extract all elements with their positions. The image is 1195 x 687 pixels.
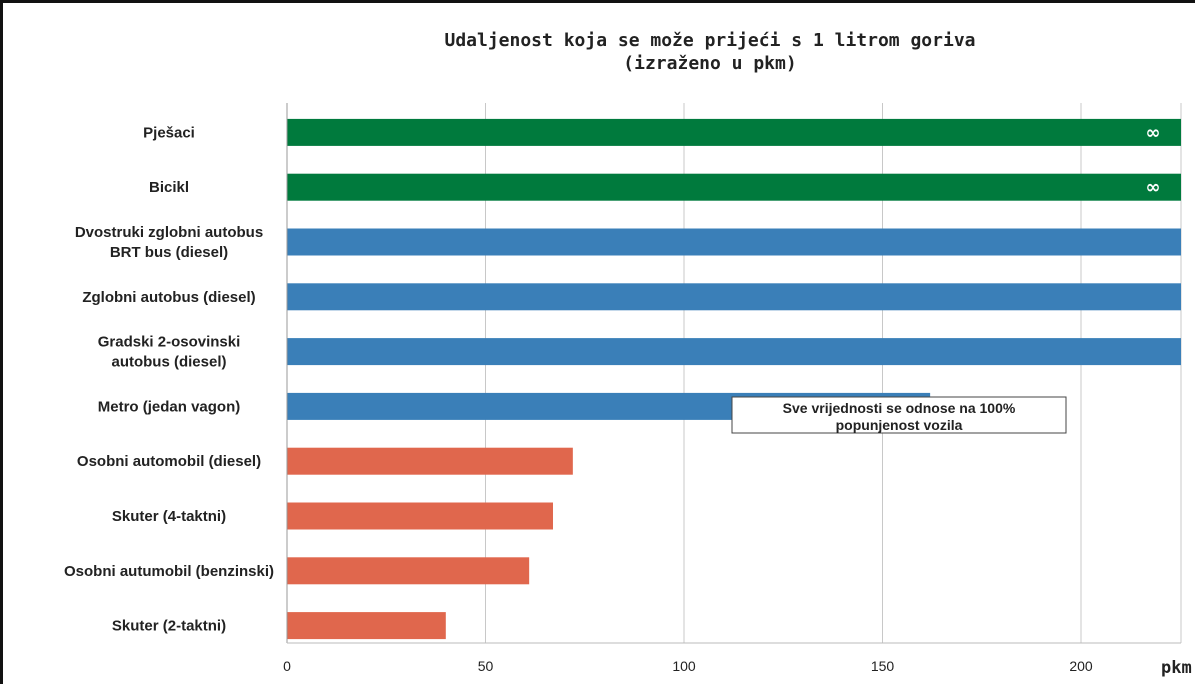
bar [287,502,553,530]
annotation-text: Sve vrijednosti se odnose na 100% [783,400,1016,416]
bar [287,447,573,475]
chart-title-group: Udaljenost koja se može prijeći s 1 litr… [444,30,975,74]
x-tick-label: 150 [871,658,895,674]
category-label: Osobni automobil (diesel) [77,453,261,470]
category-label: Bicikl [149,179,189,196]
category-labels: Pješaci Bicikl Dvostruki zglobni autobus BR… [64,124,274,634]
category-label: autobus (diesel) [111,354,226,371]
bar [287,173,1181,201]
category-label: Osobni autumobil (benzinski) [64,563,274,580]
infinity-data-label: ∞ [1146,122,1161,143]
category-label: Pješaci [143,124,195,141]
x-tick-label: 100 [672,658,696,674]
x-tick-label: 50 [478,658,494,674]
bars: ∞∞ [287,118,1181,640]
x-tick-label: 200 [1069,658,1093,674]
annotation-text: popunjenost vozila [836,417,963,433]
bar [287,118,1181,146]
chart-subtitle: (izraženo u pkm) [623,53,796,74]
bar [287,612,446,640]
x-axis-unit-label: pkm [1161,658,1192,678]
chart-title: Udaljenost koja se može prijeći s 1 litr… [444,30,975,51]
category-label: BRT bus (diesel) [110,244,228,261]
bar [287,338,1181,366]
category-label: Gradski 2-osovinski [98,334,241,351]
annotation-border [731,396,1067,434]
annotation-box: Sve vrijednosti se odnose na 100%popunje… [731,396,1067,434]
category-label: Skuter (4-taktni) [112,508,226,525]
infinity-data-label: ∞ [1146,177,1161,198]
bar [287,283,1181,311]
category-label: Zglobni autobus (diesel) [82,289,255,306]
category-label: Dvostruki zglobni autobus [75,224,263,241]
bar-chart: Udaljenost koja se može prijeći s 1 litr… [64,30,1192,678]
bar [287,228,1181,256]
x-axis: 050100150200250300350400 [283,103,1181,674]
category-label: Skuter (2-taktni) [112,618,226,635]
x-tick-label: 0 [283,658,291,674]
category-label: Metro (jedan vagon) [98,398,241,415]
bar [287,557,530,585]
